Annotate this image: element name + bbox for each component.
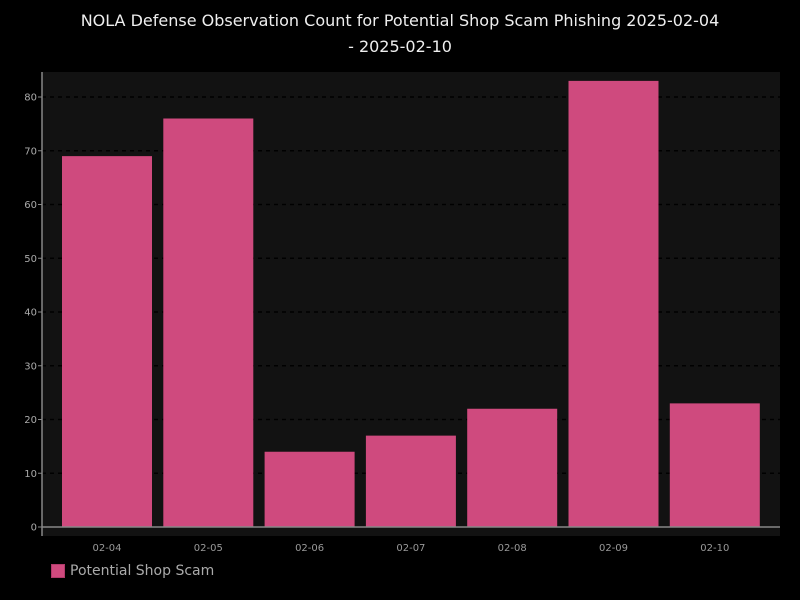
chart-title: NOLA Defense Observation Count for Poten… <box>0 8 800 60</box>
x-tick-label: 02-09 <box>599 543 628 554</box>
bar-02-09 <box>568 80 659 527</box>
bar-02-08 <box>467 408 558 527</box>
bar-02-07 <box>365 435 456 527</box>
y-tick-label: 30 <box>24 361 37 372</box>
chart-title-line-1: NOLA Defense Observation Count for Poten… <box>80 11 720 30</box>
x-tick-label: 02-04 <box>92 543 121 554</box>
legend-label: Potential Shop Scam <box>70 563 215 579</box>
legend: Potential Shop Scam <box>51 563 214 579</box>
bar-02-06 <box>264 451 355 527</box>
x-tick-label: 02-08 <box>498 543 527 554</box>
x-tick-label: 02-06 <box>295 543 324 554</box>
chart-title-line-2: - 2025-02-10 <box>348 37 452 56</box>
y-tick-label: 20 <box>24 415 37 426</box>
x-tick-label: 02-07 <box>396 543 425 554</box>
y-tick-label: 10 <box>24 469 37 480</box>
bar-02-05 <box>163 118 254 527</box>
legend-swatch <box>51 564 65 578</box>
y-tick-label: 60 <box>24 200 37 211</box>
y-tick-label: 80 <box>24 93 37 104</box>
y-tick-label: 40 <box>24 308 37 319</box>
y-tick-label: 0 <box>31 523 37 534</box>
y-tick-label: 50 <box>24 254 37 265</box>
bar-02-10 <box>669 403 760 527</box>
x-tick-label: 02-10 <box>700 543 729 554</box>
x-tick-label: 02-05 <box>194 543 223 554</box>
bar-02-04 <box>62 156 152 527</box>
y-tick-label: 70 <box>24 146 37 157</box>
